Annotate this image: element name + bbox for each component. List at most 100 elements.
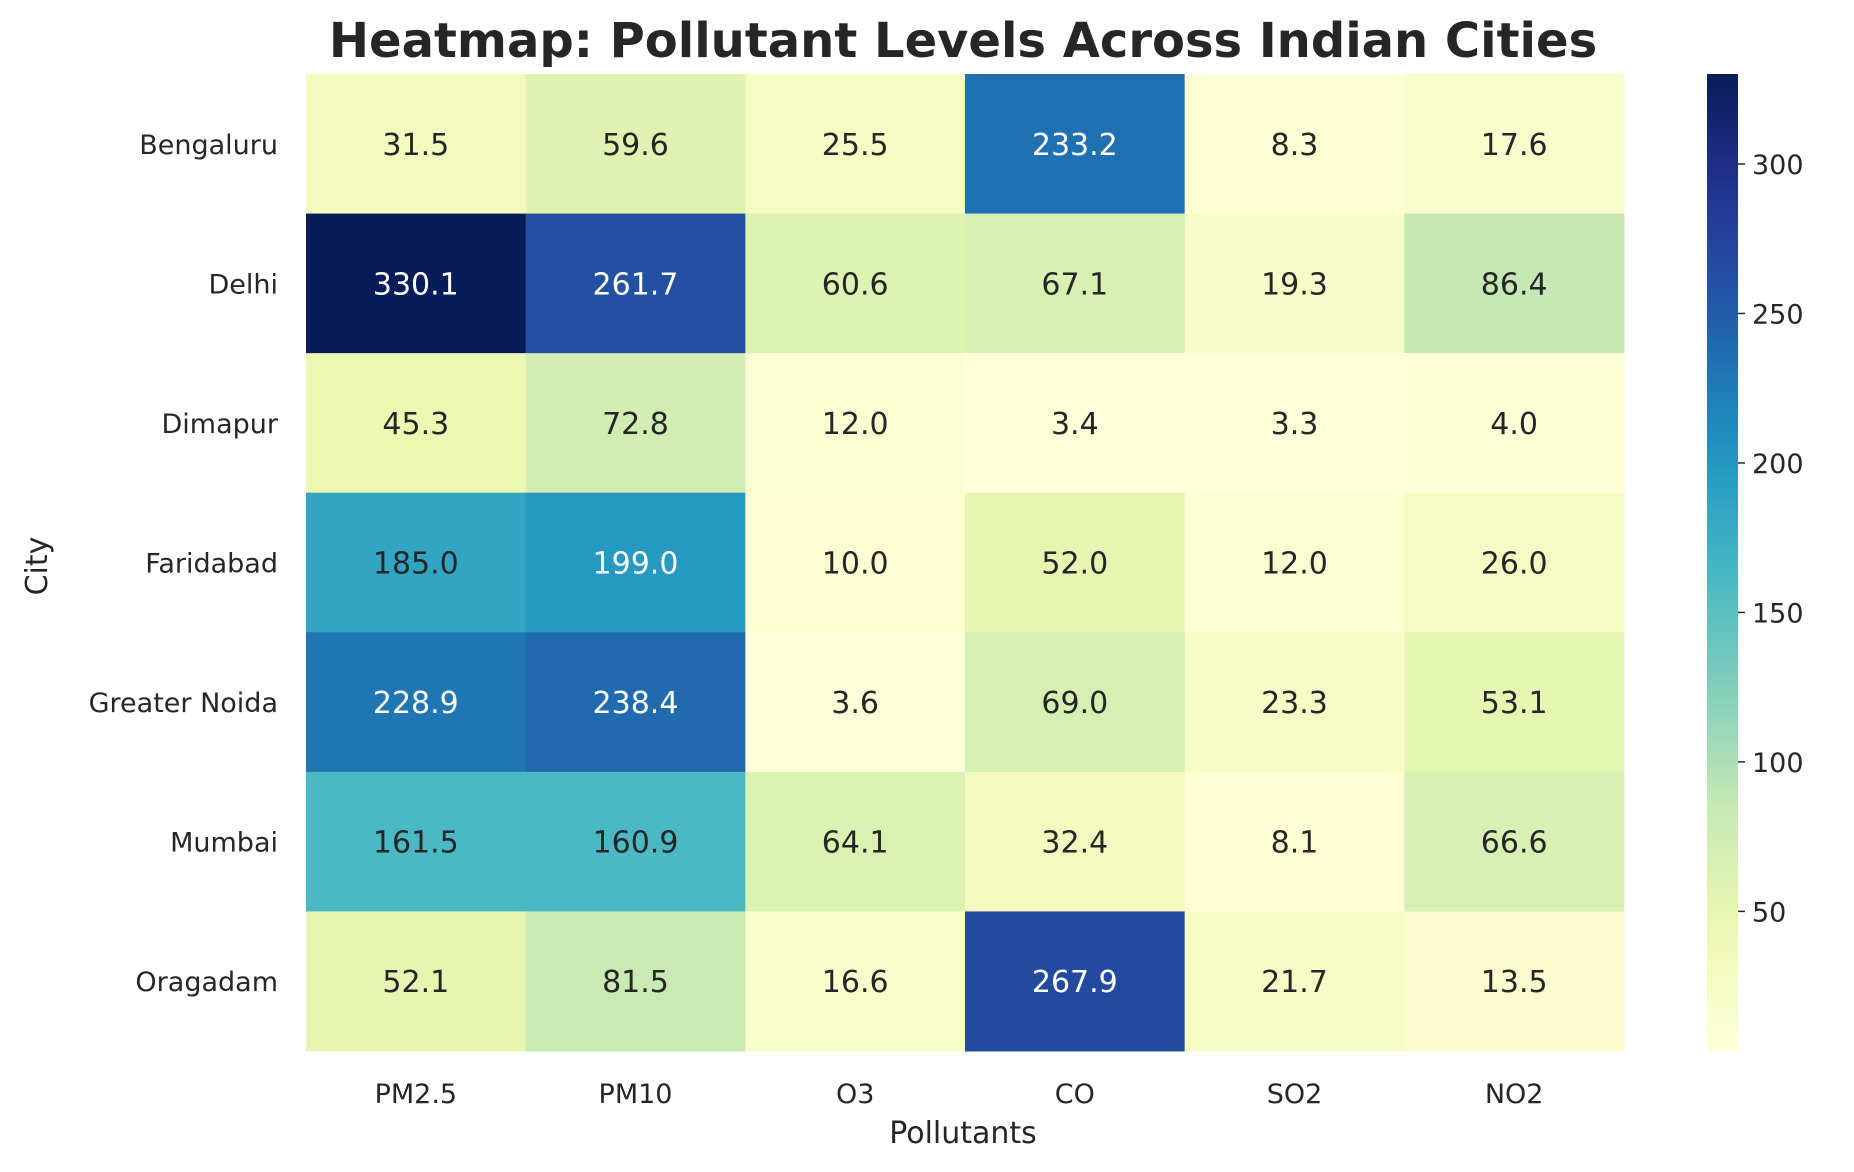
x-tick-label: PM2.5 [375, 1079, 458, 1110]
heatmap-cell [1184, 492, 1405, 633]
cell-value-label: 59.6 [602, 128, 669, 163]
heatmap-cell [1404, 771, 1625, 912]
colorbar-tick-label: 200 [1752, 449, 1804, 480]
heatmap-cell [306, 492, 527, 633]
cell-value-label: 66.6 [1481, 826, 1548, 861]
y-tick-label: Mumbai [170, 828, 278, 859]
cell-value-label: 199.0 [593, 547, 679, 582]
heatmap-cell [306, 632, 527, 773]
heatmap-cell [525, 74, 746, 215]
cell-value-label: 67.1 [1041, 267, 1108, 302]
y-tick-label: Dimapur [162, 409, 279, 440]
cell-value-label: 13.5 [1481, 965, 1548, 1000]
y-axis-ticks: Bengaluru Delhi Dimapur Faridabad Greater No… [89, 130, 279, 998]
colorbar-tick-label: 100 [1752, 748, 1804, 779]
colorbar-gradient [1707, 74, 1738, 1051]
x-tick-label: O3 [836, 1079, 874, 1110]
heatmap-cell [965, 353, 1186, 494]
y-tick-label: Faridabad [145, 549, 278, 580]
cell-value-label: 330.1 [373, 267, 459, 302]
heatmap-cell [1404, 213, 1625, 354]
heatmap-cell [1184, 353, 1405, 494]
heatmap-cell [745, 74, 966, 215]
cell-value-label: 45.3 [382, 407, 449, 442]
cell-value-label: 52.0 [1041, 547, 1108, 582]
cell-value-label: 32.4 [1041, 826, 1108, 861]
cell-value-label: 160.9 [593, 826, 679, 861]
cell-value-label: 228.9 [373, 686, 459, 721]
x-axis-label: Pollutants [889, 1116, 1037, 1151]
cell-value-label: 16.6 [822, 965, 889, 1000]
y-axis-label: City [20, 537, 55, 596]
cell-value-label: 17.6 [1481, 128, 1548, 163]
heatmap-cell [1184, 771, 1405, 912]
y-tick-label: Oragadam [135, 967, 278, 998]
cell-value-label: 8.3 [1271, 128, 1319, 163]
heatmap-cell [1404, 353, 1625, 494]
y-tick-label: Delhi [208, 269, 278, 300]
cell-value-label: 60.6 [822, 267, 889, 302]
colorbar: 50 100 150 200 250 300 [1707, 74, 1804, 1051]
heatmap-cell [1184, 213, 1405, 354]
cell-value-label: 8.1 [1271, 826, 1319, 861]
cell-value-label: 4.0 [1490, 407, 1538, 442]
heatmap-cell [525, 353, 746, 494]
cell-value-label: 3.6 [831, 686, 879, 721]
cell-value-label: 23.3 [1261, 686, 1328, 721]
cell-value-label: 238.4 [593, 686, 679, 721]
x-tick-label: PM10 [599, 1079, 673, 1110]
cell-value-label: 12.0 [1261, 547, 1328, 582]
heatmap-cell [306, 771, 527, 912]
cell-value-label: 267.9 [1032, 965, 1118, 1000]
heatmap-cell [745, 353, 966, 494]
colorbar-tick-label: 50 [1752, 897, 1786, 928]
heatmap-cell [965, 74, 1186, 215]
x-tick-label: CO [1055, 1079, 1095, 1110]
heatmap-cell [525, 632, 746, 773]
heatmap-cell [745, 213, 966, 354]
heatmap-cell [1404, 492, 1625, 633]
heatmap-cell [745, 492, 966, 633]
heatmap-cell [306, 74, 527, 215]
colorbar-tick-label: 300 [1752, 150, 1804, 181]
cell-value-label: 233.2 [1032, 128, 1118, 163]
heatmap-cells: 31.5 59.6 25.5 233.2 8.3 17.6 330.1 261.7 60.6 67… [306, 74, 1625, 1052]
cell-value-label: 64.1 [822, 826, 889, 861]
cell-value-label: 31.5 [382, 128, 449, 163]
x-tick-label: NO2 [1485, 1079, 1544, 1110]
heatmap-cell [745, 632, 966, 773]
cell-value-label: 52.1 [382, 965, 449, 1000]
heatmap-cell [745, 911, 966, 1052]
y-tick-label: Greater Noida [89, 688, 278, 719]
heatmap-cell [965, 911, 1186, 1052]
cell-value-label: 19.3 [1261, 267, 1328, 302]
cell-value-label: 161.5 [373, 826, 459, 861]
heatmap-cell [1184, 911, 1405, 1052]
heatmap-cell [1404, 911, 1625, 1052]
chart-title: Heatmap: Pollutant Levels Across Indian … [329, 13, 1597, 69]
heatmap-cell [525, 492, 746, 633]
colorbar-tick-label: 150 [1752, 598, 1804, 629]
heatmap-cell [1404, 74, 1625, 215]
cell-value-label: 25.5 [822, 128, 889, 163]
heatmap-cell [525, 771, 746, 912]
heatmap-cell [1184, 632, 1405, 773]
cell-value-label: 86.4 [1481, 267, 1548, 302]
heatmap-cell [745, 771, 966, 912]
cell-value-label: 26.0 [1481, 547, 1548, 582]
cell-value-label: 3.4 [1051, 407, 1099, 442]
x-tick-label: SO2 [1267, 1079, 1323, 1110]
cell-value-label: 21.7 [1261, 965, 1328, 1000]
colorbar-tick-label: 250 [1752, 299, 1804, 330]
heatmap-cell [965, 771, 1186, 912]
heatmap-cell [1184, 74, 1405, 215]
cell-value-label: 3.3 [1271, 407, 1319, 442]
y-tick-label: Bengaluru [139, 130, 278, 161]
cell-value-label: 72.8 [602, 407, 669, 442]
heatmap-cell [306, 213, 527, 354]
heatmap-cell [306, 911, 527, 1052]
cell-value-label: 10.0 [822, 547, 889, 582]
cell-value-label: 12.0 [822, 407, 889, 442]
heatmap-cell [525, 911, 746, 1052]
